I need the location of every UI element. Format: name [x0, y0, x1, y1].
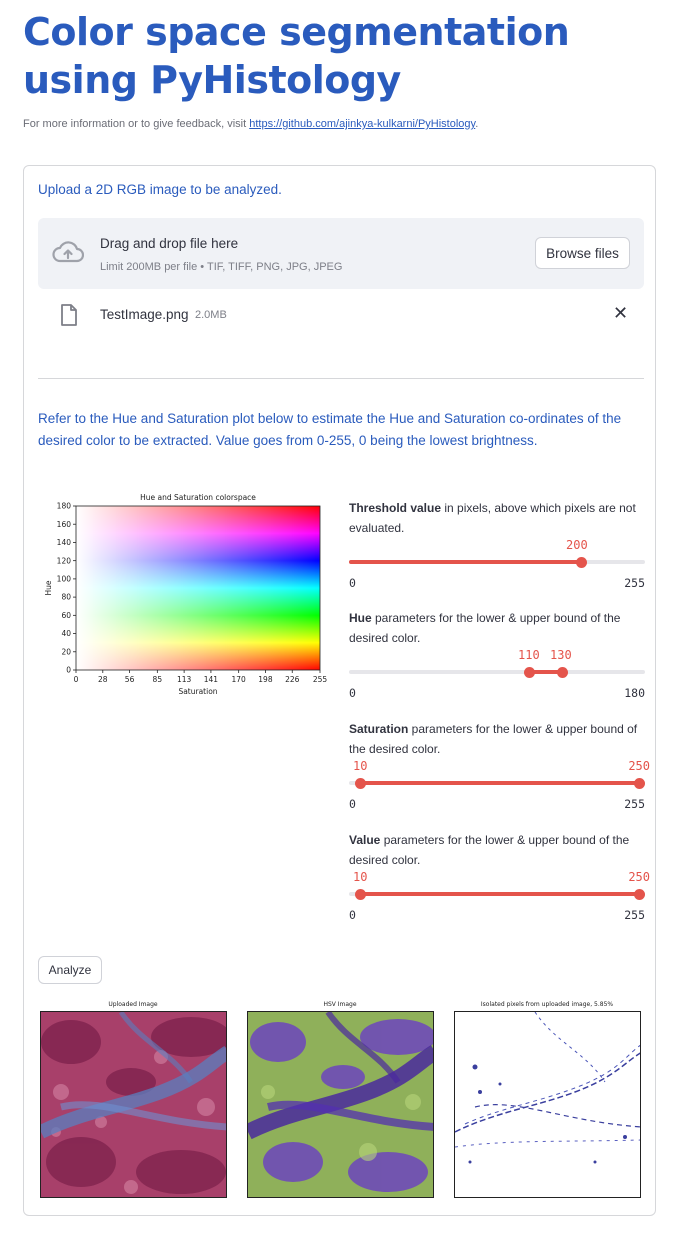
x-tick-label: 0 [74, 675, 79, 684]
saturation-min: 0 [349, 797, 356, 811]
instructions-text: Refer to the Hue and Saturation plot bel… [38, 411, 622, 448]
x-tick-label: 113 [177, 675, 192, 684]
threshold-label-rest: in pixels, above which pixels are not ev… [349, 501, 636, 535]
hsv-image-title: HSV Image [323, 1001, 357, 1008]
hs-colorspace-chart: Hue and Saturation colorspace 0 28 56 85 113… [38, 486, 338, 711]
page-title: Color space segmentation using PyHistolo… [23, 10, 570, 102]
dropzone-title: Drag and drop file here [100, 236, 239, 251]
saturation-label-bold: Saturation [349, 722, 409, 736]
x-tick-label: 85 [153, 675, 163, 684]
threshold-value-label: 200 [566, 538, 588, 552]
threshold-thumb[interactable] [575, 556, 587, 568]
uploaded-image-title: Uploaded Image [108, 1001, 158, 1008]
y-tick-label: 80 [61, 593, 71, 602]
x-tick-label: 255 [313, 675, 328, 684]
saturation-low-label: 10 [353, 759, 368, 773]
x-tick-label: 226 [285, 675, 300, 684]
saturation-high-thumb[interactable] [633, 777, 645, 789]
y-tick-label: 20 [61, 647, 71, 656]
y-tick-label: 160 [57, 520, 72, 529]
saturation-slider-group: Saturation parameters for the lower & up… [349, 719, 650, 811]
divider [38, 378, 644, 379]
hue-label-rest: parameters for the lower & upper bound o… [349, 611, 621, 645]
saturation-high-label: 250 [628, 759, 650, 773]
hue-slider-group: Hue parameters for the lower & upper bou… [349, 608, 645, 700]
hue-low-label: 110 [518, 648, 540, 662]
value-label-bold: Value [349, 833, 381, 847]
value-high-label: 250 [628, 870, 650, 884]
hue-label-bold: Hue [349, 611, 372, 625]
saturation-low-thumb[interactable] [355, 777, 367, 789]
y-axis-label: Hue [44, 580, 53, 595]
value-slider-group: Value parameters for the lower & upper b… [349, 830, 650, 922]
remove-file-button[interactable]: ✕ [613, 303, 629, 323]
file-size: 2.0MB [195, 309, 227, 321]
info-prefix: For more information or to give feedback… [23, 118, 250, 130]
cloud-upload-icon [52, 240, 85, 269]
value-label-rest: parameters for the lower & upper bound o… [349, 833, 630, 867]
hue-min: 0 [349, 686, 356, 700]
value-fill [360, 892, 640, 896]
value-label: Value parameters for the lower & upper b… [349, 830, 645, 870]
isolated-image [454, 1011, 641, 1198]
file-name: TestImage.png [100, 307, 189, 322]
isolated-image-title: Isolated pixels from uploaded image, 5.8… [480, 1001, 614, 1008]
saturation-slider[interactable] [349, 777, 645, 789]
threshold-slider-group: Threshold value in pixels, above which p… [349, 498, 645, 590]
y-tick-label: 140 [57, 538, 72, 547]
analyze-button[interactable]: Analyze [38, 956, 102, 984]
file-icon [60, 304, 78, 331]
x-tick-label: 56 [125, 675, 135, 684]
hue-max: 180 [624, 686, 645, 700]
x-tick-label: 170 [232, 675, 247, 684]
hue-high-label: 130 [550, 648, 572, 662]
hue-label: Hue parameters for the lower & upper bou… [349, 608, 645, 648]
saturation-gradient [76, 506, 320, 670]
x-tick-label: 28 [98, 675, 108, 684]
plot-frame [75, 505, 321, 671]
threshold-max: 255 [624, 576, 645, 590]
value-low-label: 10 [353, 870, 368, 884]
y-tick-label: 120 [57, 556, 72, 565]
github-link[interactable]: https://github.com/ajinkya-kulkarni/PyHi… [249, 118, 476, 130]
threshold-fill [349, 560, 582, 564]
value-low-thumb[interactable] [355, 888, 367, 900]
x-tick-label: 141 [204, 675, 219, 684]
hue-slider[interactable] [349, 666, 645, 678]
value-slider[interactable] [349, 888, 645, 900]
value-high-thumb[interactable] [633, 888, 645, 900]
uploaded-image [40, 1011, 227, 1198]
y-tick-label: 60 [61, 611, 71, 620]
saturation-max: 255 [624, 797, 645, 811]
threshold-slider[interactable] [349, 556, 645, 568]
upload-label: Upload a 2D RGB image to be analyzed. [38, 182, 282, 197]
threshold-label-bold: Threshold value [349, 501, 442, 515]
hue-fill [529, 670, 563, 674]
y-tick-label: 40 [61, 629, 71, 638]
saturation-fill [360, 781, 640, 785]
hsv-image [247, 1011, 434, 1198]
uploaded-file-row: TestImage.png 2.0MB ✕ [38, 301, 644, 331]
main-form: Upload a 2D RGB image to be analyzed. Dr… [23, 165, 656, 1216]
saturation-label: Saturation parameters for the lower & up… [349, 719, 645, 759]
x-tick-label: 198 [258, 675, 273, 684]
hue-high-thumb[interactable] [557, 666, 569, 678]
value-max: 255 [624, 908, 645, 922]
x-axis-label: Saturation [178, 687, 217, 696]
y-tick-label: 100 [57, 574, 72, 583]
hs-colorspace-svg: Hue and Saturation colorspace 0 28 56 85 113… [44, 493, 328, 696]
browse-files-button[interactable]: Browse files [535, 237, 630, 269]
saturation-label-rest: parameters for the lower & upper bound o… [349, 722, 638, 756]
dropzone-limit: Limit 200MB per file • TIF, TIFF, PNG, J… [100, 261, 343, 273]
y-tick-label: 0 [66, 666, 71, 675]
file-dropzone[interactable]: Drag and drop file here Limit 200MB per … [38, 218, 644, 289]
value-min: 0 [349, 908, 356, 922]
hue-low-thumb[interactable] [524, 666, 536, 678]
y-tick-label: 180 [57, 502, 72, 511]
info-suffix: . [475, 118, 479, 130]
threshold-min: 0 [349, 576, 356, 590]
threshold-label: Threshold value in pixels, above which p… [349, 498, 645, 538]
info-text: For more information or to give feedback… [23, 118, 478, 130]
chart-title: Hue and Saturation colorspace [140, 493, 256, 502]
